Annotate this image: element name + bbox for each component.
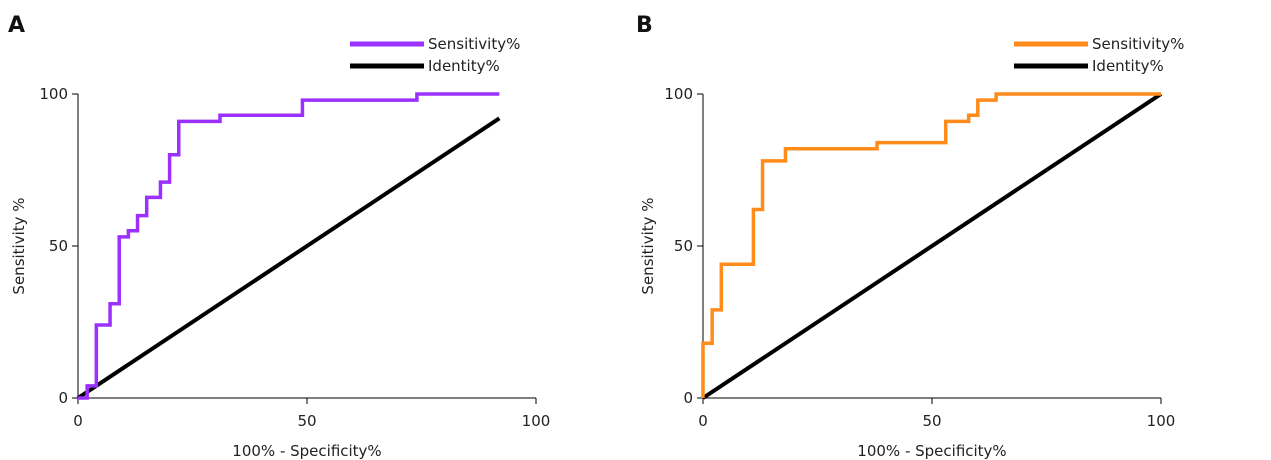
legend: Sensitivity% Identity%: [1014, 35, 1184, 75]
legend: Sensitivity% Identity%: [350, 35, 520, 75]
x-axis-title: 100% - Specificity%: [232, 442, 381, 460]
chart-panel-a: A 0 50 100 0 50 100 100% - Specificity% Sensi…: [8, 13, 550, 460]
x-tick-label: 100: [522, 412, 551, 430]
series-line-identity: [76, 116, 501, 400]
panel-letter-a: A: [8, 13, 25, 38]
legend-label: Identity%: [1092, 57, 1164, 75]
panel-letter-b: B: [636, 13, 653, 38]
y-axis-title: Sensitivity %: [639, 197, 657, 294]
x-tick-label: 100: [1147, 412, 1176, 430]
y-axis-title: Sensitivity %: [10, 197, 28, 294]
x-axis-title: 100% - Specificity%: [857, 442, 1006, 460]
legend-label: Identity%: [428, 57, 500, 75]
legend-label: Sensitivity%: [1092, 35, 1184, 53]
axis-ticks: 0 50 100 0 50 100: [664, 85, 1175, 430]
y-tick-label: 100: [664, 85, 693, 103]
x-tick-label: 50: [297, 412, 316, 430]
chart-panel-b: B 0 50 100 0 50 100 100% - Specificity% Sensi…: [636, 13, 1184, 460]
y-tick-label: 0: [683, 389, 693, 407]
axis-ticks: 0 50 100 0 50 100: [39, 85, 550, 430]
series-group: [701, 92, 1163, 400]
series-line-sensitivity: [701, 92, 1161, 398]
x-tick-label: 0: [73, 412, 83, 430]
y-tick-label: 100: [39, 85, 68, 103]
y-tick-label: 0: [58, 389, 68, 407]
x-tick-label: 50: [922, 412, 941, 430]
x-tick-label: 0: [698, 412, 708, 430]
y-tick-label: 50: [674, 237, 693, 255]
legend-label: Sensitivity%: [428, 35, 520, 53]
series-group: [76, 92, 501, 400]
y-tick-label: 50: [49, 237, 68, 255]
series-line-sensitivity: [78, 92, 500, 400]
series-line-identity: [701, 92, 1163, 400]
